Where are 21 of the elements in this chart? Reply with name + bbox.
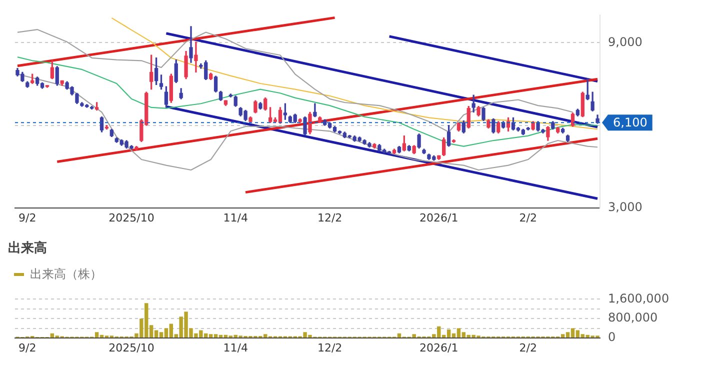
x-tick-label: 11/4 bbox=[223, 211, 248, 224]
ref-line-label: 6,100 bbox=[613, 116, 648, 130]
y-tick-label: 9,000 bbox=[608, 34, 642, 49]
x-tick-label: 12/2 bbox=[317, 211, 342, 224]
y-tick-label: 1,600,000 bbox=[608, 291, 670, 306]
x-tick-label: 9/2 bbox=[18, 341, 36, 354]
x-tick-label: 12/2 bbox=[317, 341, 342, 354]
chart-title: 出来高 bbox=[8, 240, 48, 258]
x-tick-label: 2026/1 bbox=[420, 211, 458, 224]
x-tick-label: 2025/10 bbox=[108, 341, 154, 354]
y-tick-label: 800,000 bbox=[608, 310, 658, 325]
y-tick-label: 0 bbox=[608, 330, 616, 344]
y-tick-label: 3,000 bbox=[608, 200, 642, 214]
x-tick-label: 2/2 bbox=[519, 341, 537, 354]
candlestick bbox=[194, 42, 198, 73]
x-tick-label: 2025/10 bbox=[108, 211, 154, 224]
legend-label: 出来高（株） bbox=[30, 266, 102, 282]
x-tick-label: 11/4 bbox=[223, 341, 248, 354]
x-tick-label: 9/2 bbox=[18, 211, 36, 224]
x-tick-label: 2/2 bbox=[519, 211, 537, 224]
x-tick-label: 2026/1 bbox=[420, 341, 458, 354]
